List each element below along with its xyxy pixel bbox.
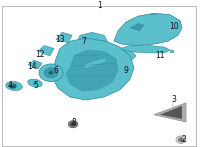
Circle shape (39, 64, 63, 82)
Text: 14: 14 (27, 62, 37, 71)
Text: 7: 7 (82, 37, 86, 46)
Polygon shape (114, 13, 182, 46)
Polygon shape (154, 103, 186, 122)
Circle shape (70, 122, 76, 126)
Circle shape (170, 50, 174, 53)
Circle shape (9, 83, 17, 89)
Text: 11: 11 (155, 51, 165, 60)
Polygon shape (52, 38, 134, 100)
Text: 1: 1 (98, 1, 102, 10)
Ellipse shape (6, 81, 22, 91)
Circle shape (33, 82, 37, 85)
Text: 6: 6 (54, 66, 58, 75)
Polygon shape (104, 50, 136, 65)
Polygon shape (130, 24, 144, 31)
Text: 12: 12 (35, 50, 45, 59)
Text: 5: 5 (34, 81, 38, 90)
Polygon shape (120, 46, 170, 53)
Polygon shape (56, 32, 72, 43)
Circle shape (178, 138, 184, 142)
Text: 8: 8 (72, 117, 76, 127)
Polygon shape (160, 106, 182, 119)
Circle shape (81, 65, 87, 69)
Text: 2: 2 (182, 135, 186, 144)
Circle shape (44, 68, 58, 78)
Polygon shape (38, 46, 54, 56)
Circle shape (68, 121, 78, 128)
Text: 4: 4 (8, 81, 12, 90)
Text: 9: 9 (124, 66, 128, 75)
Polygon shape (28, 60, 42, 69)
Text: 10: 10 (169, 22, 179, 31)
Polygon shape (76, 32, 108, 49)
Polygon shape (66, 50, 118, 91)
Circle shape (49, 71, 53, 75)
Text: 13: 13 (55, 35, 65, 44)
Ellipse shape (28, 79, 42, 87)
Circle shape (176, 136, 186, 143)
Text: 3: 3 (172, 95, 176, 105)
